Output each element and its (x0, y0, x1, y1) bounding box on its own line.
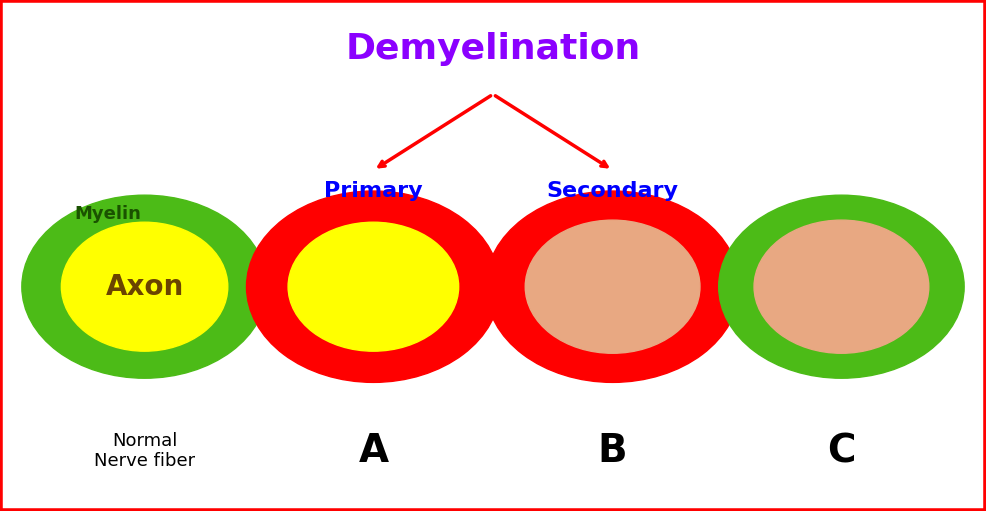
Text: Normal
Nerve fiber: Normal Nerve fiber (94, 432, 195, 471)
Ellipse shape (526, 220, 700, 353)
Text: Myelin: Myelin (75, 205, 142, 223)
Text: Secondary: Secondary (546, 180, 678, 201)
Ellipse shape (246, 191, 500, 382)
Ellipse shape (288, 222, 458, 351)
Ellipse shape (754, 220, 929, 353)
Ellipse shape (61, 222, 228, 351)
Text: Axon: Axon (106, 273, 183, 300)
Ellipse shape (719, 195, 964, 378)
Text: C: C (827, 432, 856, 470)
Text: A: A (358, 432, 388, 470)
Text: Primary: Primary (324, 180, 423, 201)
Ellipse shape (486, 191, 740, 382)
Text: B: B (598, 432, 627, 470)
Ellipse shape (22, 195, 267, 378)
Text: Demyelination: Demyelination (345, 32, 641, 66)
